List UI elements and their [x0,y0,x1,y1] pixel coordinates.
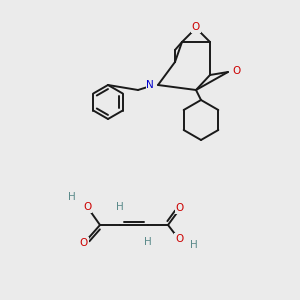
Text: O: O [192,22,200,32]
Text: N: N [146,80,154,90]
Text: H: H [116,202,124,212]
Text: H: H [144,237,152,247]
Text: O: O [232,66,240,76]
Text: O: O [175,234,183,244]
Text: O: O [80,238,88,248]
Text: O: O [83,202,91,212]
Text: H: H [68,192,76,202]
Text: H: H [190,240,198,250]
Text: O: O [176,203,184,213]
